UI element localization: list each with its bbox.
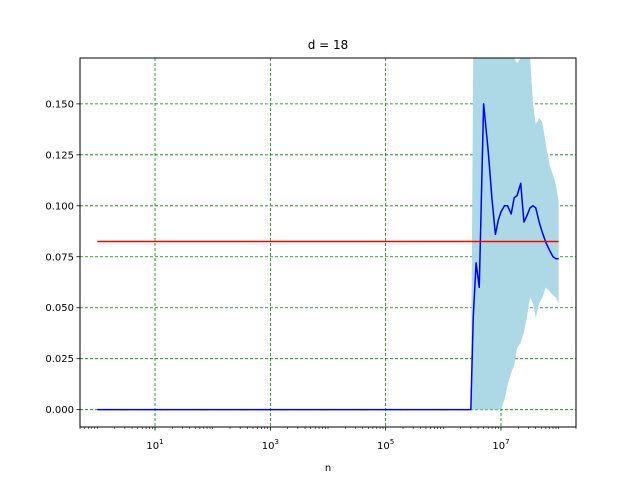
x-tick-base: 10: [492, 441, 505, 452]
x-tick-label: 101: [146, 438, 163, 452]
x-tick-label: 103: [262, 438, 279, 452]
y-tick-label: 0.050: [45, 303, 74, 314]
x-tick-exponent: 7: [505, 438, 509, 446]
y-tick-label: 0.150: [45, 99, 74, 110]
x-tick-exponent: 3: [274, 438, 278, 446]
y-tick-label: 0.100: [45, 201, 74, 212]
y-tick-label: 0.125: [45, 150, 74, 161]
x-tick-exponent: 1: [159, 438, 163, 446]
y-tick-label: 0.075: [45, 252, 74, 263]
x-tick-exponent: 5: [390, 438, 394, 446]
mean-series-line: [97, 103, 559, 411]
y-tick-label: 0.000: [45, 405, 74, 416]
x-tick-base: 10: [262, 441, 275, 452]
confidence-band: [470, 58, 559, 410]
x-tick-label: 107: [492, 438, 509, 452]
y-tick-label: 0.025: [45, 354, 74, 365]
data-layer: [97, 58, 559, 411]
x-tick-base: 10: [377, 441, 390, 452]
x-tick-base: 10: [146, 441, 159, 452]
x-axis-label: n: [325, 463, 331, 474]
x-tick-label: 105: [377, 438, 394, 452]
chart-title: d = 18: [308, 38, 349, 52]
